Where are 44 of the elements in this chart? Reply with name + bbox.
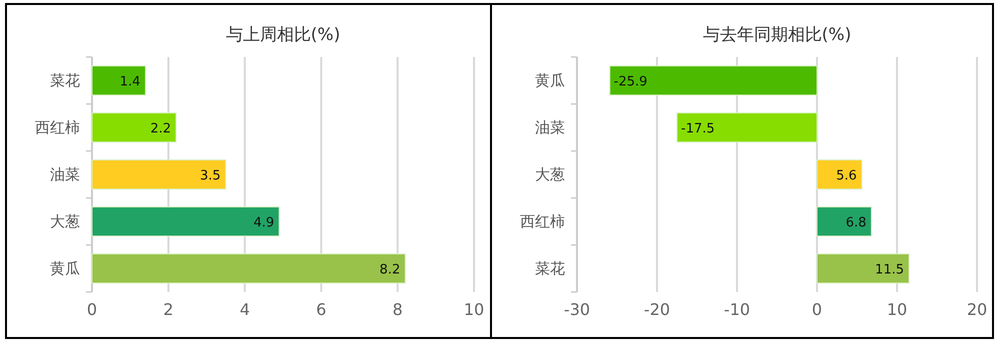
x-tick-label: 0 [812, 300, 822, 319]
y-tick-label: 大葱 [50, 212, 80, 230]
x-tick-label: 6 [316, 300, 326, 319]
y-tick-label: 黄瓜 [535, 72, 565, 90]
y-tick-label: 油菜 [535, 118, 565, 136]
x-tick-label: 0 [86, 300, 98, 319]
y-tick-label: 黄瓜 [50, 260, 80, 278]
bar [816, 206, 872, 237]
y-tick-label: 大葱 [535, 166, 565, 184]
data-label: 2.2 [150, 122, 172, 136]
x-tick-label: 8 [392, 300, 403, 319]
bar [816, 253, 910, 284]
chart-title: 与上周相比(%) [226, 25, 340, 45]
bar [92, 159, 226, 190]
data-label: 4.9 [253, 216, 274, 230]
y-tick-label: 油菜 [50, 166, 80, 184]
bar [676, 112, 818, 143]
x-tick-label: -10 [724, 300, 750, 319]
y-tick-label: 西红柿 [35, 118, 80, 136]
x-tick-label: 20 [966, 300, 988, 319]
data-label: 3.5 [200, 168, 221, 184]
bar [92, 206, 280, 237]
data-label: 6.8 [846, 216, 866, 230]
x-tick-label: 4 [240, 300, 250, 319]
chart-title: 与去年同期相比(%) [702, 25, 852, 45]
bar [816, 159, 862, 190]
bar [92, 253, 406, 284]
data-label: -25.9 [614, 74, 648, 90]
bar [92, 65, 146, 96]
data-label: 5.6 [836, 168, 857, 184]
y-tick-label: 菜花 [50, 72, 80, 90]
x-tick-label: 10 [464, 300, 484, 319]
x-tick-label: 10 [886, 300, 908, 319]
bar [92, 112, 177, 143]
y-tick-label: 西红柿 [520, 212, 565, 230]
data-label: 8.2 [380, 262, 400, 278]
data-label: -17.5 [681, 122, 715, 136]
x-tick-label: -20 [644, 300, 670, 319]
y-tick-label: 菜花 [535, 260, 565, 278]
data-label: 1.4 [120, 74, 140, 90]
x-tick-label: -30 [564, 300, 590, 319]
x-tick-label: 2 [163, 300, 174, 319]
bar [609, 65, 818, 96]
data-label: 11.5 [875, 262, 904, 278]
